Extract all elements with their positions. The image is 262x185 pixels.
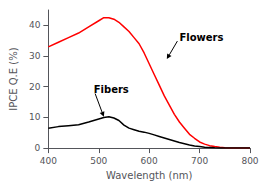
svg-text:30: 30 [29, 51, 41, 61]
svg-text:Flowers: Flowers [179, 32, 223, 43]
svg-text:Fibers: Fibers [94, 84, 129, 95]
svg-text:0: 0 [35, 143, 41, 153]
svg-text:IPCE Q.E (%): IPCE Q.E (%) [8, 47, 19, 110]
svg-text:400: 400 [40, 156, 57, 166]
svg-text:700: 700 [191, 156, 208, 166]
svg-text:600: 600 [141, 156, 158, 166]
svg-text:40: 40 [29, 20, 41, 30]
svg-text:10: 10 [29, 112, 41, 122]
svg-text:Wavelength (nm): Wavelength (nm) [106, 170, 192, 181]
svg-text:800: 800 [241, 156, 258, 166]
svg-text:20: 20 [29, 82, 41, 92]
svg-text:500: 500 [90, 156, 107, 166]
